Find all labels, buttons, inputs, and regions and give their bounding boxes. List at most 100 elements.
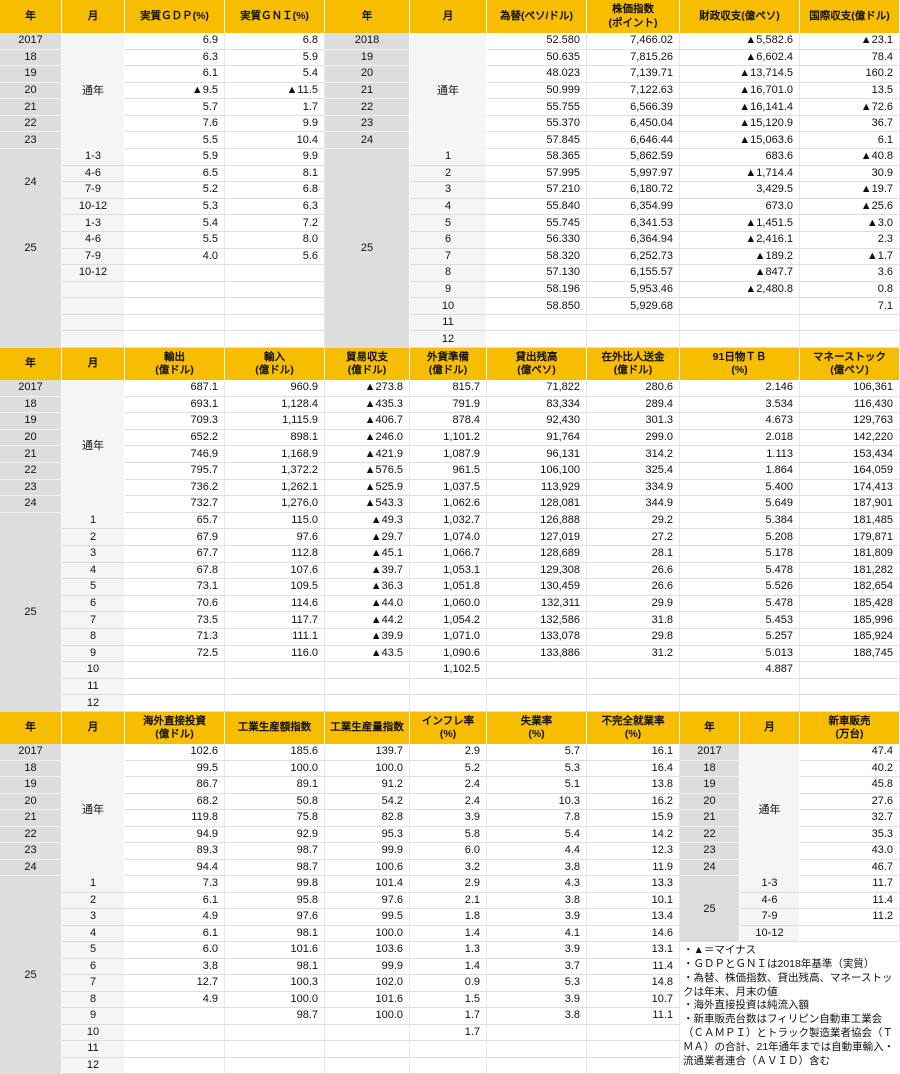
value-cell: ▲847.7 — [680, 265, 800, 282]
year-cell: 19 — [0, 66, 62, 83]
value-cell — [587, 1041, 680, 1058]
value-cell: 3.9 — [487, 909, 587, 926]
value-cell: 673.0 — [680, 198, 800, 216]
value-cell: 5.9 — [125, 149, 225, 166]
column-header: 月 — [62, 348, 125, 380]
value-cell: 99.5 — [325, 909, 410, 926]
value-cell: 0.8 — [800, 281, 900, 299]
period-label-annual: 通年 — [62, 380, 125, 513]
column-header: 月 — [740, 712, 800, 744]
value-cell — [587, 1024, 680, 1041]
value-cell: 6,364.94 — [587, 231, 680, 249]
value-cell: 73.1 — [125, 579, 225, 596]
value-cell — [587, 314, 680, 332]
value-cell: 16.4 — [587, 760, 680, 777]
value-cell — [410, 678, 487, 696]
value-cell: 815.7 — [410, 380, 487, 397]
value-cell: 133,886 — [487, 645, 587, 663]
value-cell: 5.5 — [125, 132, 225, 150]
value-cell: 185,428 — [800, 595, 900, 613]
value-cell: 116,430 — [800, 396, 900, 414]
period-cell: 9 — [62, 645, 125, 663]
column-header: 年 — [0, 348, 62, 380]
value-cell: ▲5,582.6 — [680, 33, 800, 50]
economic-table-gdp-forex: 年月実質ＧＤＰ(%) 実質ＧＮＩ(%) 通年 2017 6.9 6.8 18 6.3 5.9 19… — [0, 0, 900, 348]
period-cell: 8 — [62, 629, 125, 646]
period-cell: 3 — [62, 546, 125, 563]
period-cell: 8 — [410, 265, 487, 282]
year-cell: 2017 — [680, 744, 740, 761]
value-cell: 71,822 — [487, 380, 587, 397]
period-blank-cell — [62, 331, 125, 348]
value-cell: 72.5 — [125, 645, 225, 663]
value-cell: 58.320 — [487, 248, 587, 266]
value-cell: 13.8 — [587, 777, 680, 794]
value-cell — [487, 331, 587, 348]
period-cell: 4 — [410, 198, 487, 216]
value-cell: 4.0 — [125, 248, 225, 266]
value-cell: 10.4 — [225, 132, 325, 150]
period-cell: 1 — [410, 149, 487, 166]
value-cell — [225, 1057, 325, 1074]
value-cell — [125, 1024, 225, 1041]
value-cell: 878.4 — [410, 413, 487, 430]
value-cell: 1,037.5 — [410, 479, 487, 497]
value-cell — [325, 678, 410, 696]
value-cell: 2.4 — [410, 793, 487, 810]
value-cell: 55.840 — [487, 198, 587, 216]
value-cell: 5.384 — [680, 512, 800, 530]
value-cell: 1,102.5 — [410, 662, 487, 679]
value-cell: 6.3 — [125, 49, 225, 67]
value-cell: ▲23.1 — [800, 33, 900, 50]
column-header: 新車販売 (万台) — [800, 712, 900, 744]
value-cell: 109.5 — [225, 579, 325, 596]
value-cell: 6.3 — [225, 198, 325, 216]
period-cell: 5 — [62, 942, 125, 959]
value-cell: 100.0 — [325, 1008, 410, 1025]
year-cell: 19 — [680, 777, 740, 794]
value-cell — [587, 1057, 680, 1074]
value-cell: 57.845 — [487, 132, 587, 150]
value-cell: 187,901 — [800, 496, 900, 513]
value-cell: 35.3 — [800, 826, 900, 843]
value-cell: 103.6 — [325, 942, 410, 959]
value-cell: 5.178 — [680, 546, 800, 563]
value-cell: 334.9 — [587, 479, 680, 497]
period-cell: 3 — [410, 182, 487, 199]
year-cell: 18 — [0, 760, 62, 777]
year-cell: 20 — [0, 793, 62, 810]
value-cell — [587, 678, 680, 696]
value-cell: 10.3 — [487, 793, 587, 810]
period-cell: 7 — [62, 612, 125, 629]
value-cell: 132,311 — [487, 595, 587, 613]
year-cell: 19 — [325, 49, 410, 67]
value-cell: 0.9 — [410, 975, 487, 992]
value-blank-cell — [125, 281, 225, 299]
value-cell: 11.2 — [800, 909, 900, 926]
value-cell: ▲39.7 — [325, 562, 410, 580]
value-cell: 3.9 — [487, 942, 587, 959]
value-cell: 4.9 — [125, 991, 225, 1008]
value-cell: 1.4 — [410, 925, 487, 942]
value-cell: 1,276.0 — [225, 496, 325, 513]
value-cell: 1,054.2 — [410, 612, 487, 629]
value-cell: 1,071.0 — [410, 629, 487, 646]
value-cell: 92.9 — [225, 826, 325, 843]
value-cell: 129,763 — [800, 413, 900, 430]
value-cell: 5,929.68 — [587, 298, 680, 315]
value-blank-cell — [125, 314, 225, 332]
year-cell: 18 — [0, 396, 62, 414]
value-cell — [800, 314, 900, 332]
period-cell: 10 — [62, 1024, 125, 1041]
value-cell: 40.2 — [800, 760, 900, 777]
period-cell: 4 — [62, 925, 125, 942]
value-cell: 99.9 — [325, 843, 410, 860]
value-cell: 2.9 — [410, 876, 487, 893]
column-header: 年 — [0, 712, 62, 744]
value-cell: 5.2 — [410, 760, 487, 777]
value-cell: 91,764 — [487, 429, 587, 447]
value-cell: 101.6 — [325, 991, 410, 1008]
value-cell: 7,466.02 — [587, 33, 680, 50]
value-cell: 3,429.5 — [680, 182, 800, 199]
year-cell: 21 — [0, 446, 62, 463]
